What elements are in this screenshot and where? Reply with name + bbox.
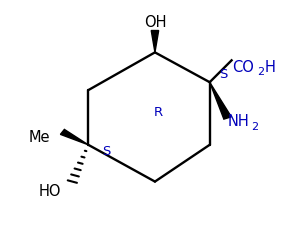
Text: S: S: [219, 68, 227, 81]
Polygon shape: [60, 129, 88, 145]
Text: NH: NH: [228, 114, 249, 129]
Text: R: R: [153, 106, 162, 118]
Text: 2: 2: [251, 122, 259, 132]
Text: H: H: [264, 60, 275, 75]
Polygon shape: [210, 82, 231, 119]
Text: Me: Me: [29, 130, 50, 145]
Text: HO: HO: [38, 184, 61, 199]
Text: CO: CO: [232, 60, 255, 75]
Text: 2: 2: [257, 67, 265, 77]
Text: S: S: [102, 145, 110, 158]
Polygon shape: [151, 30, 159, 52]
Text: OH: OH: [144, 15, 166, 30]
